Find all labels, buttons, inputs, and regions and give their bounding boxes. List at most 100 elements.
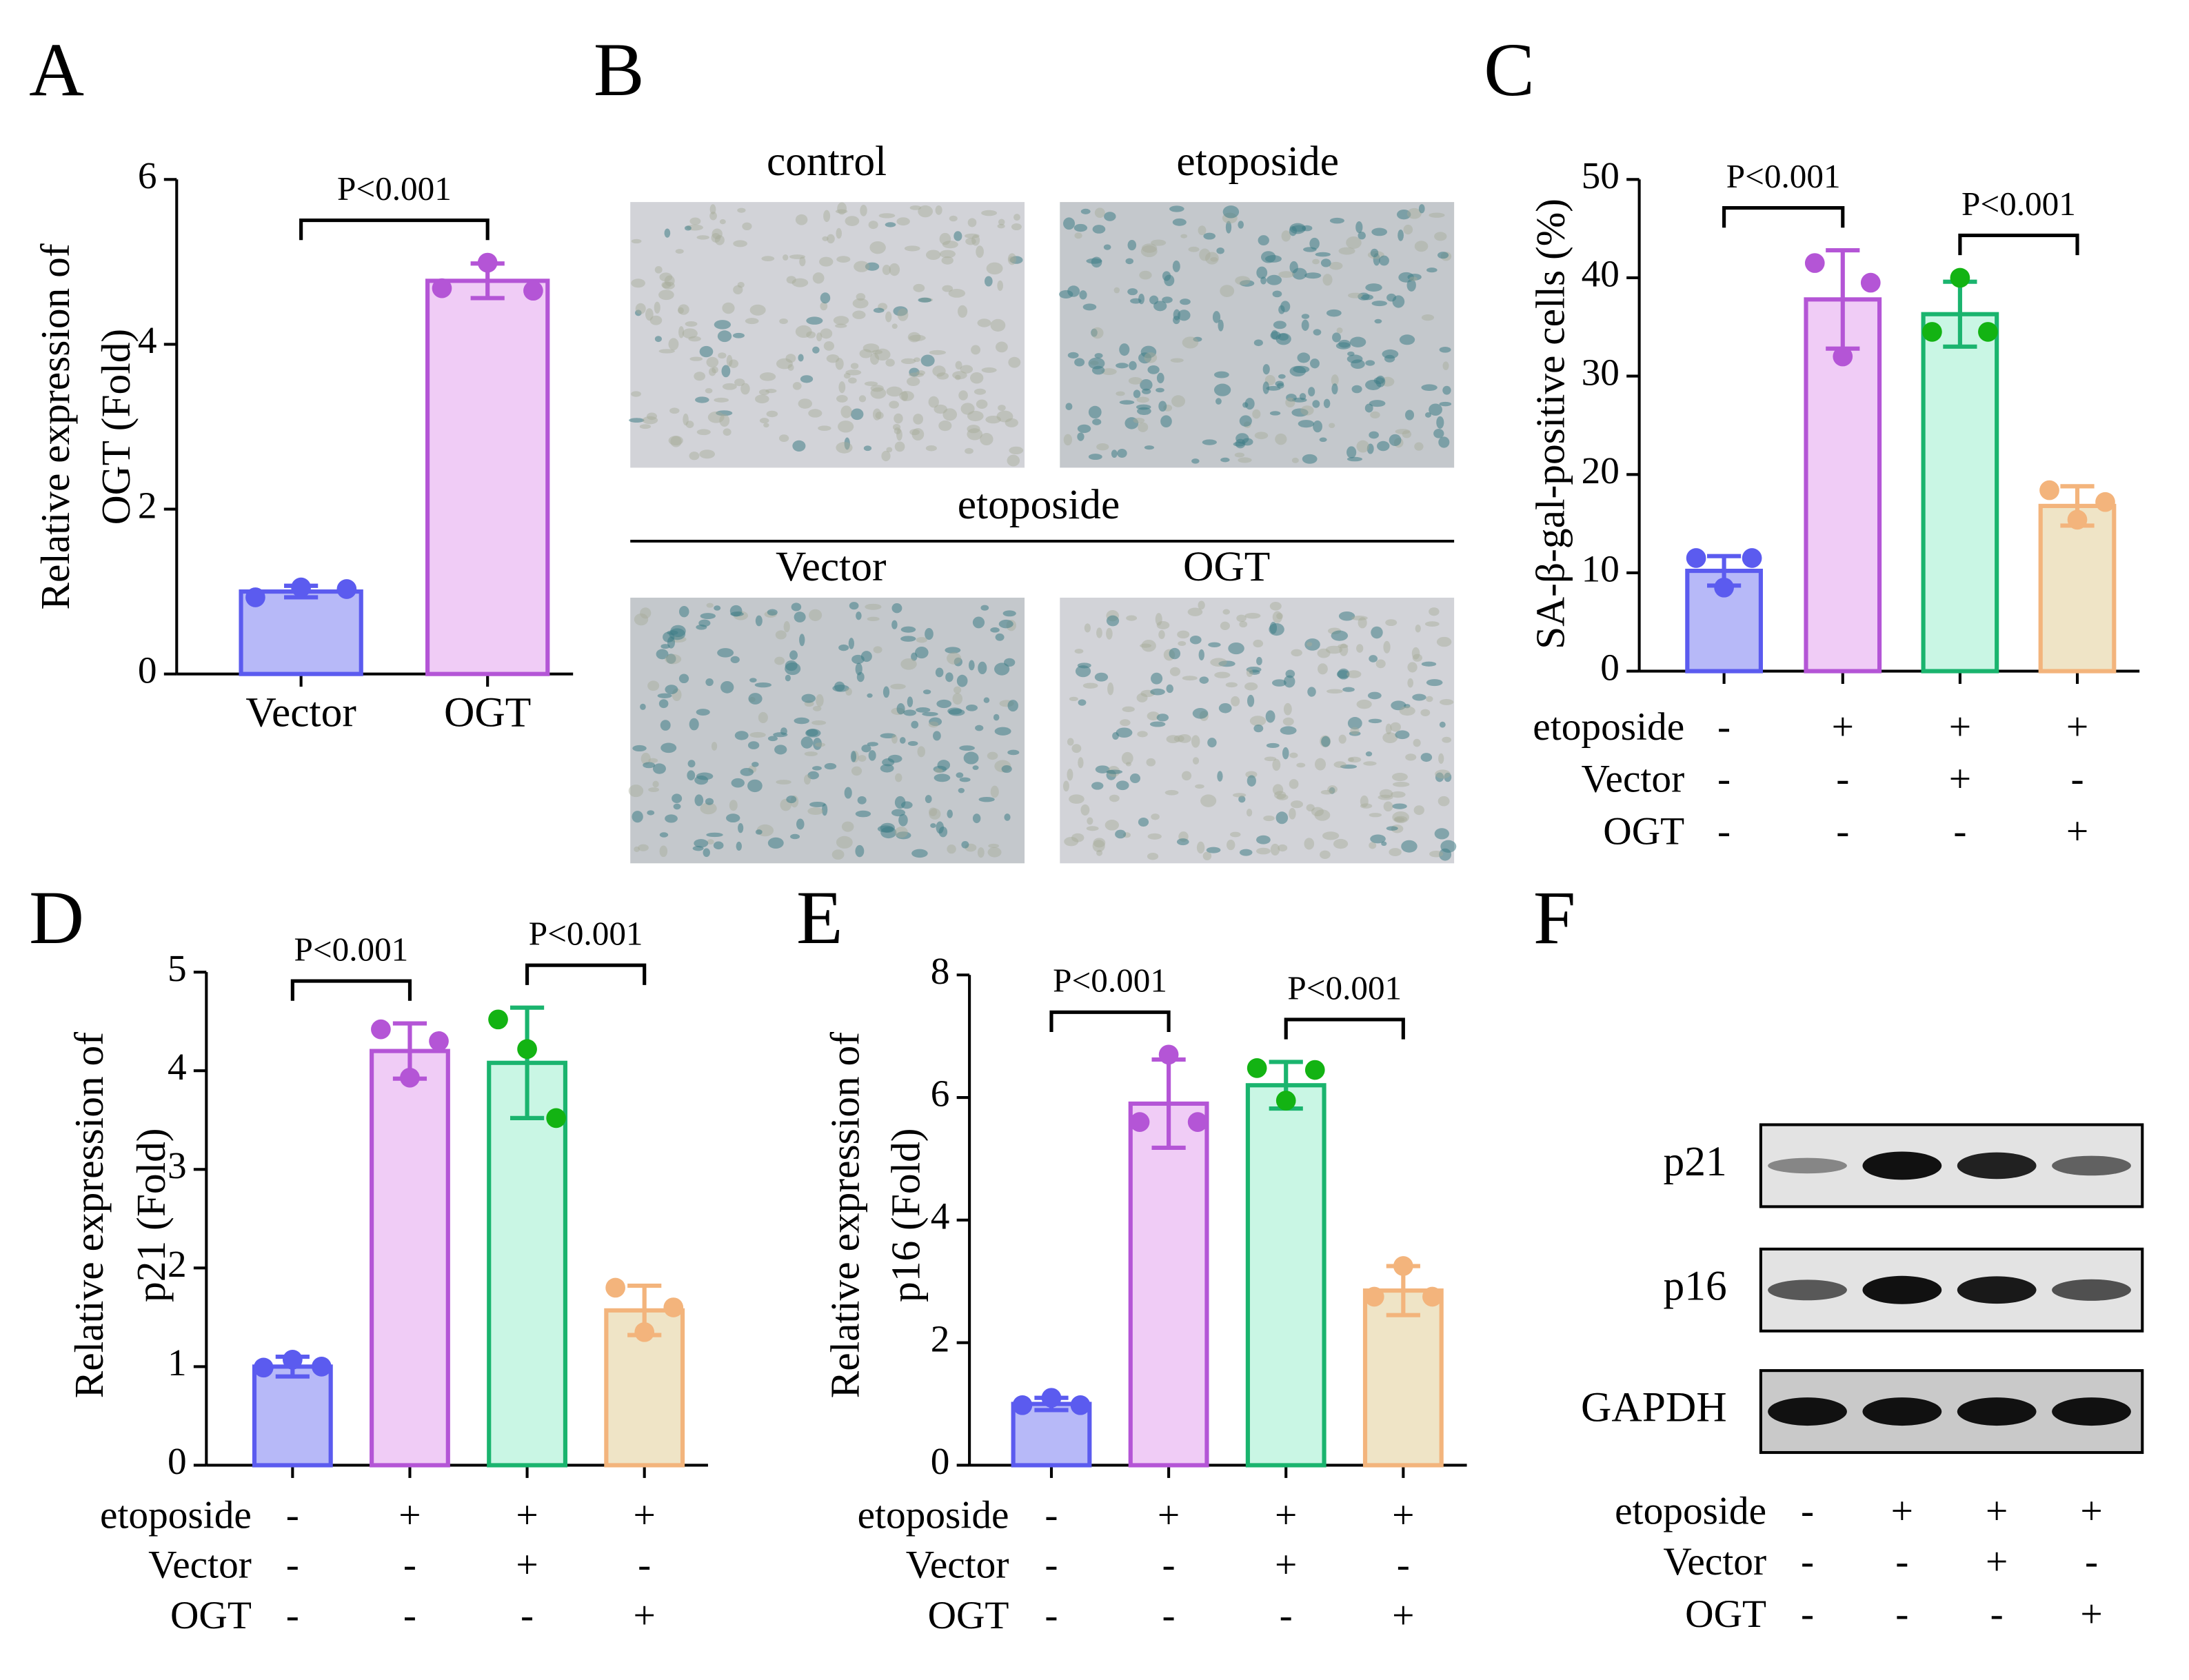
cell	[1136, 404, 1151, 410]
cell	[1164, 790, 1179, 796]
cell	[780, 727, 787, 736]
cell	[836, 836, 853, 849]
cell	[990, 785, 999, 798]
cell	[694, 372, 706, 381]
cell	[988, 843, 999, 849]
cell	[748, 693, 763, 705]
y-tick-label: 8	[931, 950, 950, 992]
cell	[1347, 717, 1362, 730]
cell	[1425, 412, 1432, 418]
cell	[1389, 848, 1402, 857]
cell	[993, 714, 1000, 721]
cell	[1064, 837, 1079, 847]
cell	[767, 609, 778, 616]
condition-mark: -	[1397, 1543, 1410, 1586]
cell	[1349, 731, 1361, 736]
condition-mark: +	[2080, 1592, 2102, 1636]
cell	[1347, 351, 1355, 356]
cell	[1369, 813, 1382, 818]
micrograph-title: control	[767, 138, 887, 185]
cell	[1136, 693, 1148, 702]
cell	[1150, 688, 1165, 696]
cell	[629, 418, 645, 423]
cell	[1104, 212, 1116, 221]
cell	[1127, 240, 1137, 251]
cell	[707, 411, 725, 423]
y-tick-label: 3	[168, 1144, 187, 1186]
cell	[1306, 804, 1315, 812]
cell	[870, 387, 887, 399]
cell	[960, 365, 974, 374]
micrograph-background	[1060, 202, 1455, 468]
cell	[1392, 781, 1410, 787]
cell	[907, 332, 921, 343]
cell	[870, 352, 880, 365]
cell	[1208, 642, 1221, 647]
cell	[1366, 443, 1374, 454]
cell	[761, 256, 775, 261]
cell	[1119, 343, 1130, 356]
cell	[1107, 682, 1114, 696]
data-point	[1742, 548, 1762, 568]
p-value-label: P<0.001	[529, 914, 643, 952]
cell	[827, 234, 835, 244]
cell	[1291, 457, 1299, 463]
cell	[1007, 749, 1020, 756]
cell	[646, 412, 658, 421]
cell	[867, 742, 878, 747]
cell	[1207, 738, 1217, 748]
cell	[1300, 405, 1314, 416]
cell	[1307, 687, 1316, 697]
cell	[856, 293, 866, 301]
cell	[1266, 742, 1280, 748]
cell	[786, 796, 797, 804]
cell	[1213, 383, 1231, 396]
cell	[845, 687, 852, 696]
cell	[718, 352, 727, 359]
condition-mark: -	[1717, 809, 1731, 853]
cell	[823, 341, 835, 351]
cell	[632, 811, 643, 823]
cell	[871, 350, 883, 354]
cell	[1220, 285, 1235, 297]
micrograph	[1058, 202, 1455, 468]
cell	[894, 827, 908, 838]
cell	[659, 272, 673, 282]
data-point	[1041, 1388, 1062, 1408]
cell	[1390, 791, 1406, 798]
cell	[1312, 400, 1320, 408]
cell	[1392, 803, 1407, 809]
cell	[706, 356, 719, 368]
cell	[1424, 621, 1440, 627]
cell	[779, 318, 788, 324]
cell	[1436, 416, 1444, 429]
cell	[663, 631, 675, 642]
cell	[726, 813, 740, 823]
cell	[1405, 409, 1415, 421]
cell	[820, 328, 833, 339]
cell	[1398, 229, 1404, 241]
cell	[1156, 714, 1169, 722]
cell	[1395, 730, 1410, 740]
significance-bracket	[290, 979, 412, 1001]
condition-mark: -	[1280, 1594, 1293, 1637]
cell	[1358, 617, 1367, 629]
y-tick-label: 0	[168, 1440, 187, 1482]
cell	[1435, 772, 1444, 782]
condition-mark: -	[403, 1594, 416, 1637]
cell	[1136, 396, 1149, 403]
data-point	[1304, 1060, 1325, 1080]
cell	[965, 704, 978, 711]
blot-band	[1957, 1397, 2037, 1426]
cell	[859, 349, 873, 358]
cell	[737, 208, 746, 213]
cell	[1412, 694, 1426, 701]
cell	[1329, 217, 1344, 224]
cell	[900, 658, 917, 670]
cell	[1009, 446, 1024, 455]
p-value-label: P<0.001	[1053, 962, 1167, 1000]
cell	[705, 798, 714, 805]
cell	[758, 389, 770, 396]
cell	[965, 447, 974, 454]
cell	[1077, 432, 1085, 441]
